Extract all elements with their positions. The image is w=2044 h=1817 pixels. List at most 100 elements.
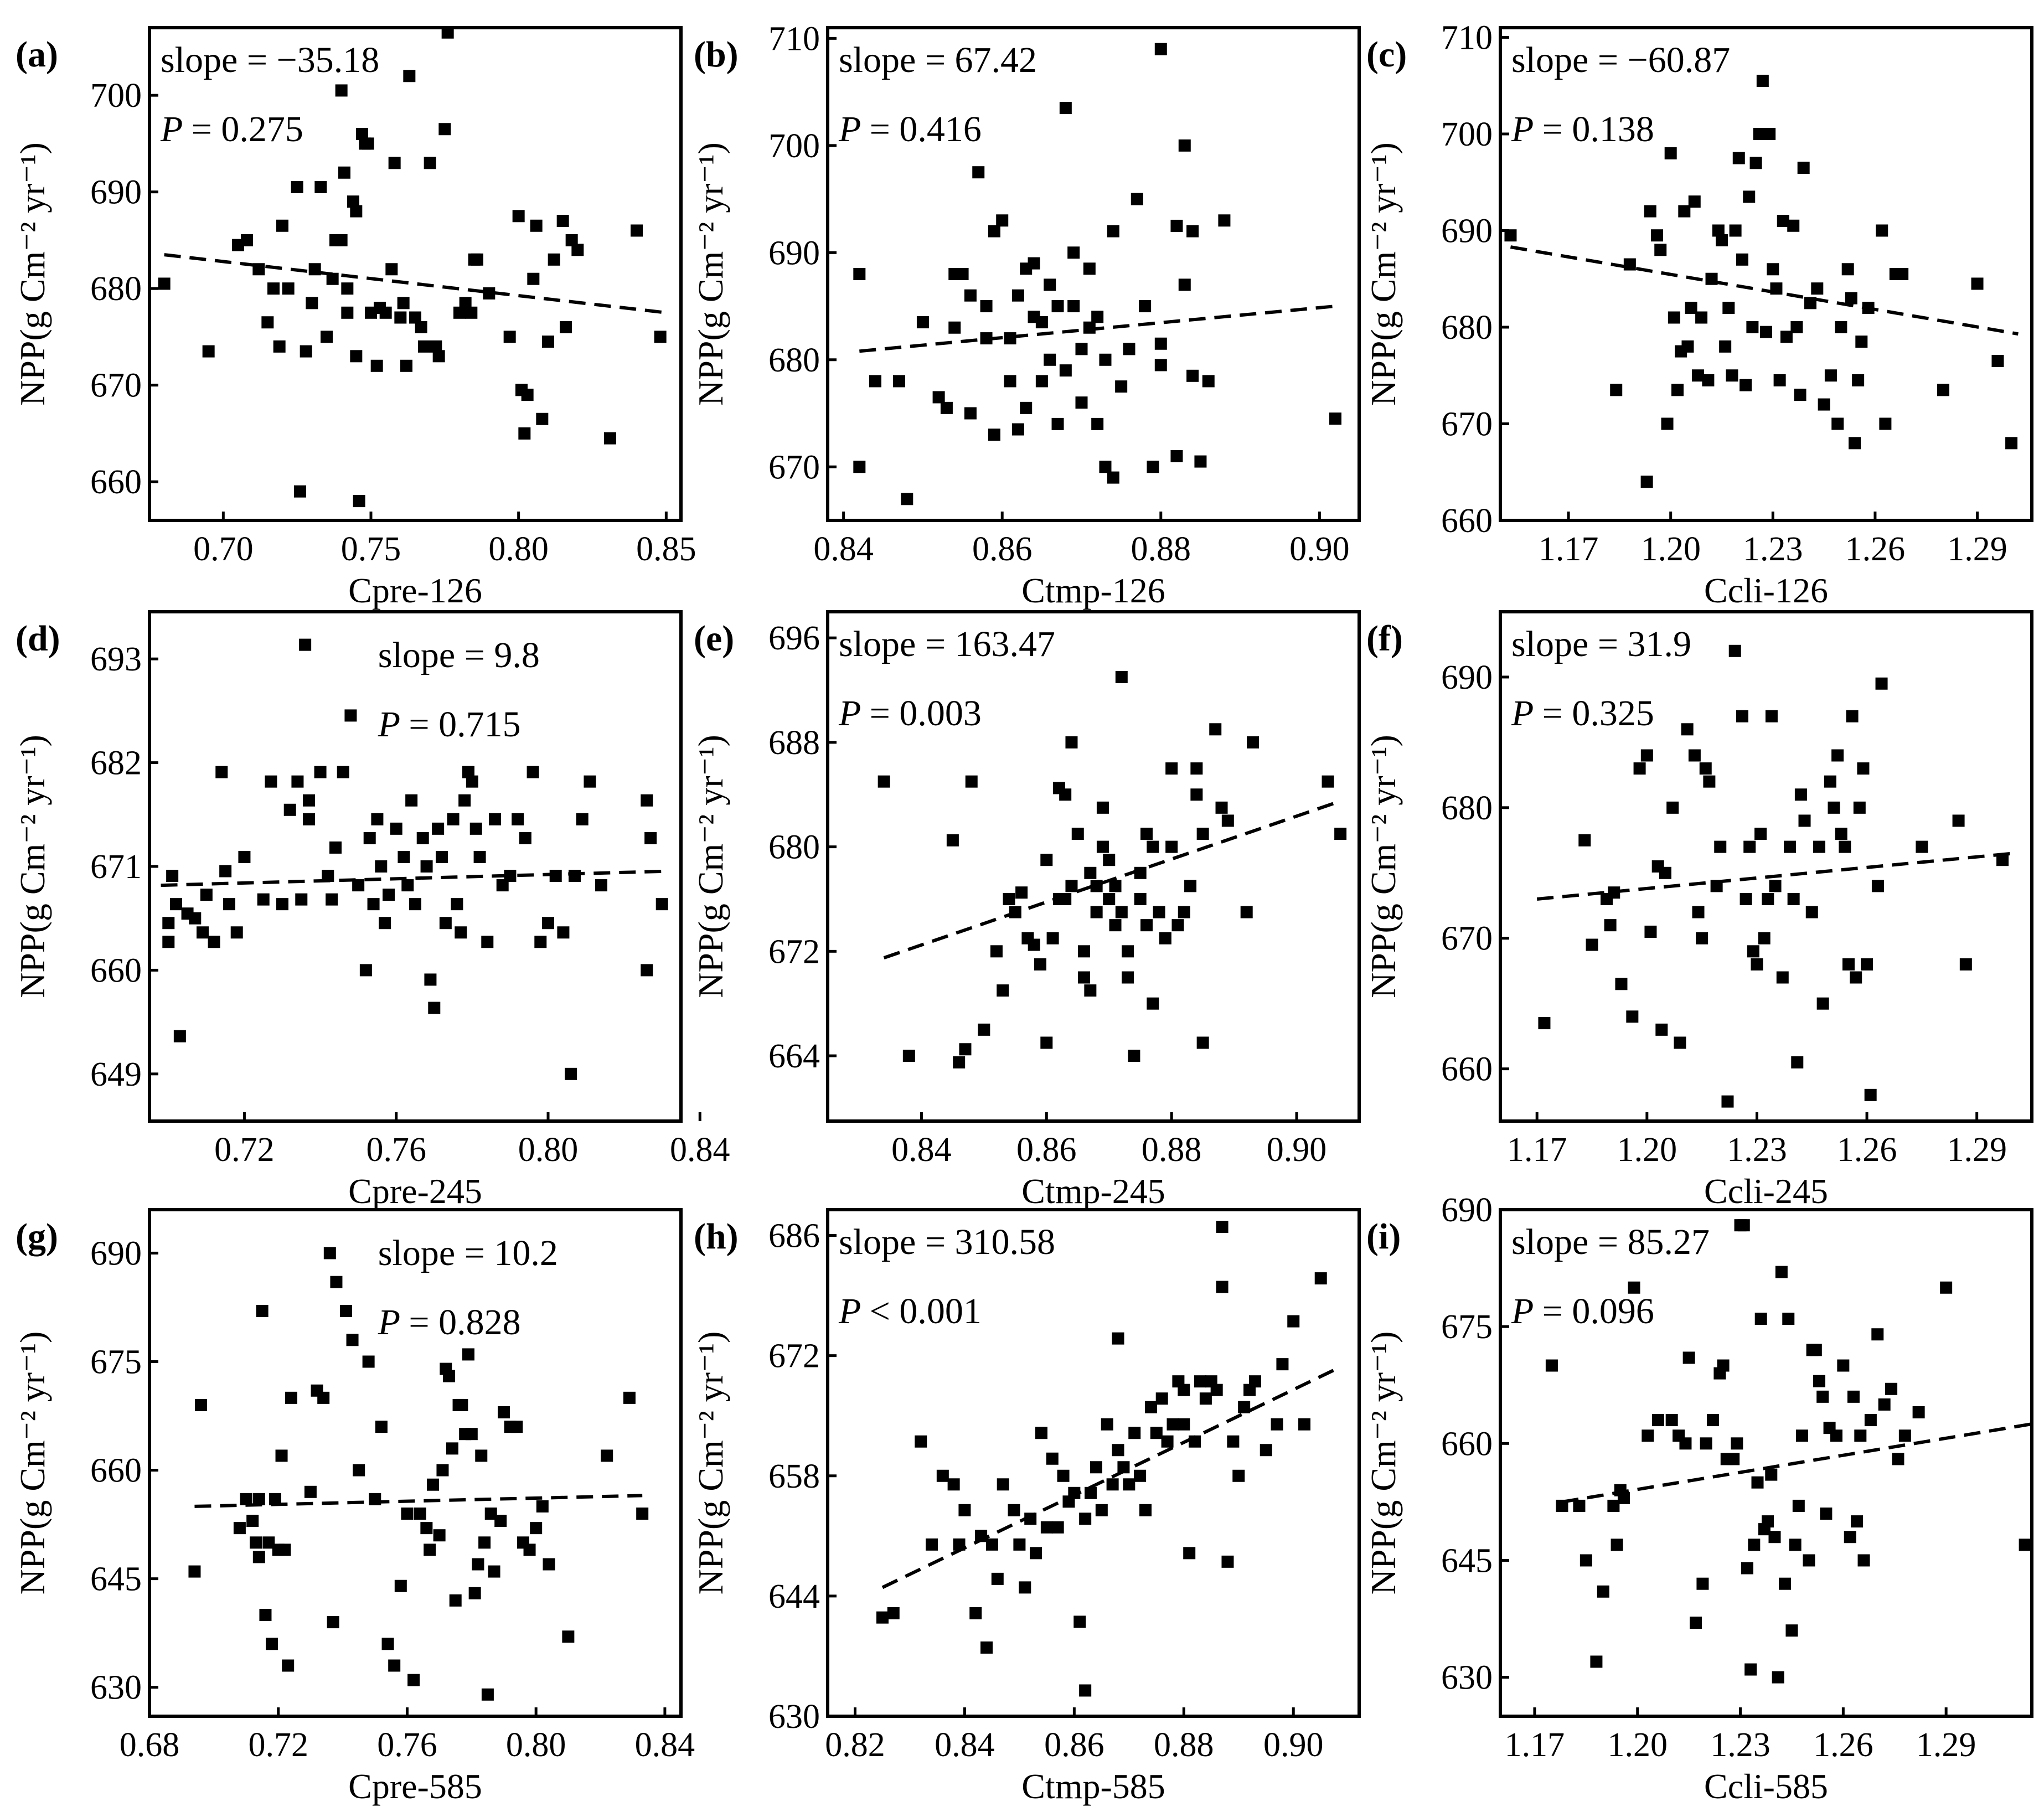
data-point: [980, 1641, 993, 1654]
data-point: [1586, 938, 1598, 951]
data-point: [409, 311, 421, 324]
data-point: [1035, 1427, 1047, 1439]
data-point: [1719, 340, 1732, 353]
data-point: [1199, 1392, 1212, 1405]
y-axis-title: NPP(g Cm⁻² yr⁻¹): [691, 142, 730, 406]
data-point: [1835, 828, 1847, 840]
data-point: [415, 321, 427, 333]
data-point: [306, 297, 318, 309]
data-point: [1695, 311, 1708, 324]
data-point: [1835, 321, 1847, 333]
data-point: [1850, 971, 1862, 984]
data-point: [1131, 193, 1143, 205]
data-point: [397, 297, 410, 309]
panel-label: (b): [694, 34, 739, 75]
data-point: [462, 766, 474, 778]
data-point: [902, 1050, 915, 1062]
regression-line: [1561, 1422, 2032, 1504]
x-tick-label: 0.80: [506, 1726, 566, 1764]
data-point: [1746, 321, 1759, 333]
data-point: [420, 1522, 433, 1535]
data-point: [1178, 906, 1190, 918]
data-point: [303, 794, 315, 807]
data-point: [1769, 880, 1782, 892]
data-point: [330, 1276, 343, 1288]
data-point: [1545, 1359, 1558, 1372]
data-point: [1147, 997, 1159, 1010]
data-point: [1209, 723, 1222, 736]
data-point: [1165, 840, 1178, 853]
data-point: [427, 1478, 439, 1491]
data-point: [1028, 938, 1040, 951]
data-point: [162, 936, 175, 948]
data-point: [932, 391, 945, 404]
panel-label: (d): [16, 618, 60, 659]
data-point: [631, 224, 643, 237]
data-point: [1731, 1437, 1743, 1450]
panel-b: 0.84 0.86 0.88 0.90 670 680 690 700 710 Ctmp-126 N…: [691, 20, 1361, 610]
data-point: [233, 1522, 246, 1535]
x-tick-label: 0.76: [366, 1131, 426, 1169]
data-point: [1837, 1359, 1850, 1372]
scatter-marks: [158, 28, 667, 508]
y-tick-label: 670: [1441, 405, 1493, 443]
data-point: [1776, 971, 1789, 984]
p-value-annotation: P = 0.275: [160, 109, 303, 149]
slope-annotation: slope = 67.42: [839, 40, 1037, 80]
data-point: [250, 1536, 262, 1549]
data-point: [1892, 1453, 1904, 1465]
data-point: [362, 1355, 375, 1368]
panel-a: 0.70 0.75 0.80 0.85 660 670 680 690 700 Cpre-126 N…: [13, 26, 696, 610]
data-point: [430, 340, 442, 353]
slope-annotation: slope = −35.18: [161, 40, 379, 80]
data-point: [988, 429, 1000, 441]
data-point: [1959, 958, 1972, 971]
data-point: [323, 1247, 336, 1259]
data-point: [359, 964, 372, 977]
data-point: [1065, 736, 1078, 749]
data-point: [1260, 1444, 1272, 1457]
data-point: [1147, 840, 1159, 853]
data-point: [1154, 337, 1167, 350]
panel-label: (a): [16, 34, 58, 75]
data-point: [1134, 892, 1147, 905]
x-axis-title: Ctmp-585: [1021, 1767, 1165, 1806]
data-point: [322, 870, 334, 882]
data-point: [321, 331, 333, 343]
x-tick-label: 0.80: [488, 530, 549, 568]
data-point: [644, 832, 657, 844]
data-point: [1590, 1655, 1603, 1668]
data-point: [1090, 1461, 1102, 1474]
data-point: [571, 244, 584, 256]
data-point: [1831, 749, 1844, 762]
data-point: [188, 1565, 201, 1578]
data-point: [1287, 1315, 1300, 1328]
data-point: [947, 1478, 960, 1491]
data-point: [991, 1572, 1004, 1585]
data-point: [1059, 364, 1072, 377]
data-point: [299, 638, 312, 651]
data-point: [173, 1030, 186, 1042]
data-point: [1573, 1499, 1586, 1512]
data-point: [1140, 828, 1153, 840]
x-tick-label: 1.20: [1607, 1726, 1668, 1764]
x-tick-label: 0.70: [193, 530, 254, 568]
data-point: [1314, 1272, 1327, 1285]
data-point: [1604, 919, 1617, 932]
data-point: [1789, 1539, 1802, 1551]
data-point: [350, 205, 363, 218]
data-point: [1147, 461, 1159, 473]
data-point: [1003, 892, 1015, 905]
data-point: [1099, 353, 1112, 366]
y-tick-label: 664: [768, 1037, 820, 1075]
data-point: [300, 345, 312, 358]
data-point: [1034, 958, 1046, 971]
x-tick-label: 0.84: [891, 1131, 952, 1169]
data-point: [432, 822, 445, 835]
data-point: [403, 70, 416, 82]
data-point: [1811, 282, 1824, 295]
data-point: [433, 1529, 446, 1542]
data-point: [1852, 374, 1865, 386]
data-point: [1075, 396, 1088, 409]
x-tick-label: 0.90: [1289, 530, 1350, 568]
